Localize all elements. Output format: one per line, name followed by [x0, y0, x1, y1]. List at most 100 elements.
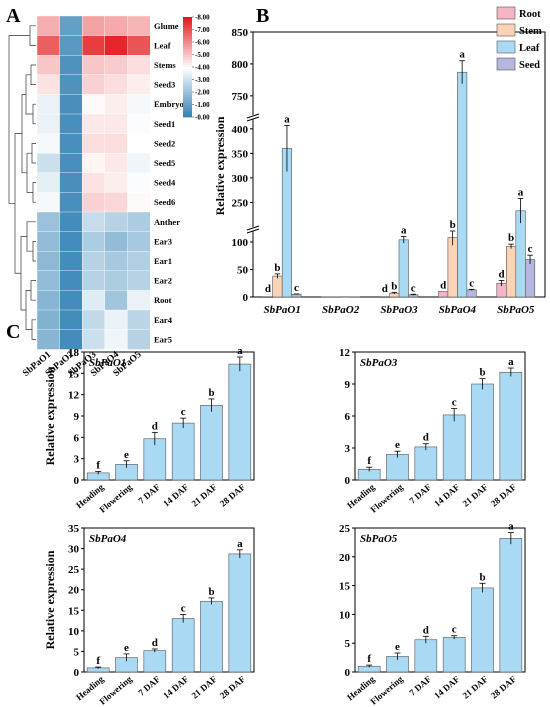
significance-letter: c	[181, 406, 186, 418]
heatmap-cell	[127, 329, 151, 350]
x-category-label: SbPaO4	[439, 304, 477, 316]
y-tick-label: 0	[74, 667, 80, 679]
y-tick-label: 15	[68, 368, 80, 380]
heatmap-cell	[104, 133, 128, 154]
bar-stem	[272, 275, 283, 298]
colorbar-tick-label: -4.00	[195, 64, 210, 72]
significance-letter: d	[152, 420, 158, 432]
dendrogram-branch	[31, 143, 36, 164]
heatmap-cell	[127, 250, 151, 272]
heatmap-cell	[127, 152, 151, 174]
heatmap-cell	[59, 192, 83, 213]
colorbar-segment	[183, 39, 192, 42]
colorbar-segment	[183, 101, 192, 104]
axis-break-upper	[246, 113, 260, 119]
axis-break-lower-gap	[247, 227, 259, 231]
significance-letter: c	[181, 602, 186, 614]
bar	[228, 553, 252, 673]
x-category-label: SbPaO3	[380, 304, 418, 316]
x-category-label: 14 DAF	[432, 674, 462, 701]
heatmap-cell	[36, 74, 61, 95]
colorbar-segment	[183, 55, 192, 58]
bar-stem	[447, 237, 458, 298]
y-tick-label: 9	[74, 411, 80, 423]
y-tick-label: 12	[339, 347, 351, 359]
bar	[228, 363, 252, 481]
x-category-label: 14 DAF	[161, 674, 191, 701]
plot-frame	[83, 351, 255, 481]
panel-label-c: C	[6, 321, 20, 343]
colorbar-segment	[183, 37, 192, 40]
heatmap-row-label: Ear4	[154, 315, 173, 325]
colorbar-segment	[183, 43, 192, 46]
legend-label: Leaf	[519, 43, 540, 54]
significance-letter: f	[96, 655, 100, 667]
dendrogram-branch	[29, 25, 36, 46]
colorbar-segment	[183, 81, 192, 84]
x-category-label: 21 DAF	[461, 482, 491, 509]
x-category-label: 28 DAF	[489, 674, 519, 701]
colorbar-tick-label: -2.00	[195, 89, 210, 97]
colorbar-segment	[183, 87, 192, 90]
heatmap-cell	[59, 55, 83, 76]
bar-stem	[505, 246, 517, 298]
significance-letter: b	[508, 232, 514, 244]
significance-letter: b	[450, 219, 456, 231]
heatmap-cell	[36, 94, 61, 115]
y-tick-label: 30	[68, 544, 80, 556]
y-tick-label: 100	[232, 237, 249, 249]
y-tick-label: 6	[74, 432, 80, 444]
x-category-label: 21 DAF	[190, 482, 220, 509]
heatmap-cell	[59, 94, 83, 115]
colorbar-segment	[183, 17, 192, 20]
heatmap-cell	[36, 250, 61, 272]
heatmap-row-label: Anther	[154, 217, 180, 227]
heatmap-row-label: Seed4	[154, 178, 176, 188]
x-category-label: 7 DAF	[136, 674, 162, 698]
heatmap-cell	[36, 113, 61, 135]
significance-letter: e	[395, 641, 400, 653]
dendrogram-branch	[31, 319, 36, 340]
heatmap-row-label: Ear1	[154, 256, 172, 266]
heatmap-cell	[104, 270, 128, 291]
heatmap-cell	[81, 35, 106, 56]
heatmap-cell	[127, 192, 151, 213]
bar	[471, 587, 494, 673]
heatmap-cell	[81, 192, 106, 213]
y-tick-label: 12	[68, 390, 80, 402]
colorbar-segment	[183, 49, 192, 52]
axis-break-lower	[246, 225, 260, 231]
colorbar-segment	[183, 95, 192, 98]
colorbar-segment	[183, 19, 192, 22]
significance-letter: b	[274, 262, 280, 274]
heatmap-row-label: Seed1	[154, 119, 175, 129]
bar	[171, 618, 195, 673]
heatmap-cell	[36, 133, 61, 154]
heatmap-row-label: Glume	[154, 21, 179, 31]
heatmap-cell	[104, 290, 128, 311]
y-tick-label: 400	[232, 124, 249, 136]
heatmap-row-label: Leaf	[154, 40, 171, 50]
heatmap-cell	[81, 74, 106, 95]
heatmap-cell	[36, 309, 61, 331]
colorbar-tick-label: -8.00	[195, 14, 210, 22]
heatmap-cell	[59, 172, 83, 193]
bar-seed	[349, 296, 360, 298]
heatmap-cell	[81, 211, 106, 233]
dendrogram-branch	[32, 182, 36, 203]
x-category-label: 14 DAF	[432, 482, 462, 509]
heatmap-cell	[127, 113, 151, 135]
significance-letter: b	[391, 280, 397, 292]
significance-letter: d	[423, 432, 429, 444]
heatmap-row-label: Seed3	[154, 80, 175, 90]
heatmap-cell	[59, 290, 83, 311]
heatmap-cell	[36, 290, 61, 311]
legend-label: Seed	[519, 60, 540, 71]
heatmap-cell	[104, 74, 128, 95]
significance-letter: a	[518, 187, 524, 199]
bar-leaf	[515, 210, 526, 298]
heatmap-cell	[127, 15, 151, 37]
x-category-label: 7 DAF	[136, 482, 162, 506]
